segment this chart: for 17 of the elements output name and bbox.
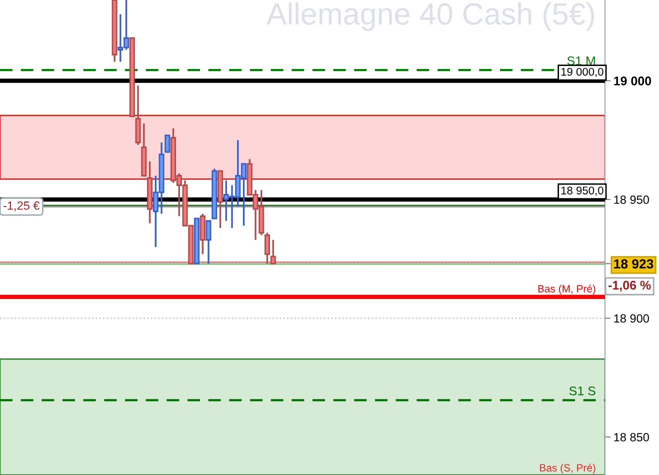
ref-line-label: 19 000,0 — [561, 68, 604, 78]
ref-line-label: S1 M — [567, 56, 595, 66]
y-tick-label: 18 950 — [614, 196, 649, 204]
candlestick — [164, 134, 170, 153]
text: -1,06 % — [608, 280, 651, 292]
candlestick — [200, 212, 206, 255]
candlestick — [135, 84, 141, 146]
ref-line-label: -1,25 € — [4, 201, 40, 212]
ref-line-label: 18 950,0 — [561, 186, 604, 196]
y-tick-label: 18 900 — [614, 314, 649, 323]
y-tick-label: 19 000 — [614, 76, 652, 86]
ref-line-label: S1 S — [569, 386, 596, 396]
y-tick-label: 18 850 — [614, 433, 649, 442]
ref-line-label: Bas (M, Pré) — [538, 284, 596, 294]
candlestick — [206, 220, 212, 264]
y-tick-label: 18 923 — [614, 259, 654, 269]
annotation: Bas (S, Pré) — [540, 464, 596, 474]
